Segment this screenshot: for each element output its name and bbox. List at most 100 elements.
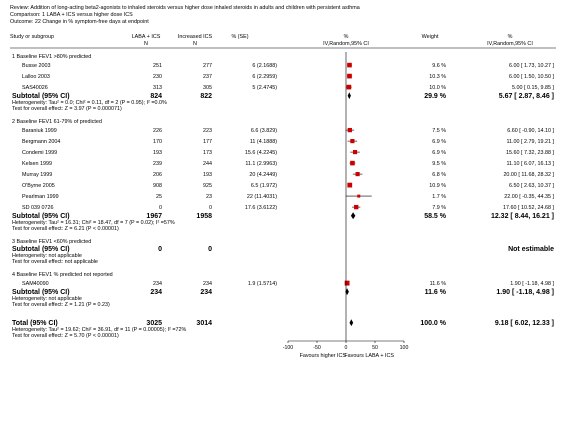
study-marker [347, 127, 352, 133]
study-name: Pearlman 1999 [22, 194, 59, 200]
subgroup-title: 3 Baseline FEV1 <60% predicted [12, 239, 91, 245]
study-ci: 6.00 [ 1.73, 10.27 ] [509, 63, 554, 69]
study-n-exp: 239 [153, 161, 162, 167]
study-weight: 1.7 % [432, 194, 446, 200]
study-weight: 7.9 % [432, 205, 446, 211]
subtotal-n-exp: 824 [150, 93, 162, 100]
comparison-title: Comparison: 1 LABA + ICS versus higher d… [10, 12, 133, 18]
total-n-exp: 3025 [146, 320, 162, 327]
study-weight: 6.9 % [432, 139, 446, 145]
study-marker [355, 172, 360, 177]
effect-column-header: % [344, 34, 349, 40]
subtotal-n-exp: 1967 [146, 213, 162, 220]
study-n-exp: 313 [153, 85, 162, 91]
study-marker [347, 73, 352, 79]
study-n-ctrl: 277 [203, 63, 212, 69]
heterogeneity-text: Heterogeneity: not applicable [12, 296, 82, 302]
study-weight: 10.0 % [429, 85, 446, 91]
study-name: O'Byrne 2005 [22, 183, 55, 189]
study-n-ctrl: 23 [206, 194, 212, 200]
study-weight: 11.6 % [430, 281, 447, 287]
review-title: Review: Addition of long-acting beta2-ag… [10, 5, 360, 11]
control-column-header: Increased ICS [178, 34, 213, 40]
study-marker [344, 280, 350, 286]
study-weight: 6.9 % [432, 150, 446, 156]
study-marker [350, 139, 355, 144]
subgroup-title: 1 Baseline FEV1 >80% predicted [12, 54, 91, 60]
study-n-exp: 230 [153, 74, 162, 80]
subtotal-ci: 12.32 [ 8.44, 16.21 ] [491, 213, 554, 220]
study-ci: 20.00 [ 11.68, 28.32 ] [503, 172, 554, 178]
study-ci: 1.90 [ -1.18, 4.98 ] [510, 281, 554, 287]
study-se: 11 (4.1888) [250, 139, 277, 145]
subtotal-n-ctrl: 234 [200, 289, 212, 296]
subtotal-label: Subtotal (95% CI) [12, 289, 70, 296]
study-ci: 15.60 [ 7.32, 23.88 ] [506, 150, 554, 156]
x-tick-label: 100 [400, 345, 409, 351]
x-tick-label: 0 [345, 345, 348, 351]
study-marker [354, 204, 359, 210]
study-name: Baraniuk 1999 [22, 128, 57, 134]
study-n-exp: 0 [159, 205, 162, 211]
study-weight: 9.6 % [432, 63, 446, 69]
overall-effect-text: Test for overall effect: Z = 3.97 (P = 0… [12, 106, 122, 112]
subtotal-diamond [347, 92, 351, 100]
overall-effect-text: Test for overall effect: Z = 1.21 (P = 0… [12, 302, 110, 308]
subtotal-n-ctrl: 1958 [196, 213, 212, 220]
overall-effect-text: Test for overall effect: Z = 6.21 (P < 0… [12, 226, 119, 232]
heterogeneity-text: Heterogeneity: Tau² = 0.0; Chi² = 0.11, … [12, 100, 167, 106]
study-n-exp: 908 [153, 183, 162, 189]
study-name: SD 039 0726 [22, 205, 53, 211]
total-diamond [349, 319, 354, 327]
study-ci: 22.00 [ -0.35, 44.35 ] [504, 194, 554, 200]
ci-column-header: % [508, 34, 513, 40]
study-weight: 7.5 % [432, 128, 446, 134]
study-n-ctrl: 193 [203, 172, 212, 178]
study-marker [346, 84, 352, 90]
outcome-title: Outcome: 22 Change in % symptom-free day… [10, 19, 149, 25]
subgroup-title: 2 Baseline FEV1 61-79% of predicted [12, 119, 102, 125]
study-n-exp: 226 [153, 128, 162, 134]
study-n-ctrl: 305 [203, 85, 212, 91]
study-name: Bergmann 2004 [22, 139, 60, 145]
study-marker [357, 194, 361, 198]
study-ci: 11.10 [ 6.07, 16.13 ] [506, 161, 554, 167]
effect-method-header: IV,Random,95% CI [323, 41, 369, 47]
study-se: 15.6 (4.2245) [245, 150, 277, 156]
study-se: 6.5 (1.972) [251, 183, 277, 189]
study-se: 20 (4.2449) [249, 172, 277, 178]
study-marker [347, 62, 352, 68]
study-n-ctrl: 234 [203, 281, 212, 287]
study-n-exp: 251 [153, 63, 162, 69]
subtotal-ci: Not estimable [508, 246, 554, 253]
study-weight: 6.8 % [432, 172, 446, 178]
study-ci: 11.00 [ 2.79, 19.21 ] [506, 139, 554, 145]
subtotal-n-exp: 234 [150, 289, 162, 296]
study-n-ctrl: 244 [203, 161, 212, 167]
study-se: 5 (2.4745) [252, 85, 277, 91]
subtotal-weight: 29.9 % [424, 93, 447, 100]
study-name: SAS40026 [22, 85, 48, 91]
study-n-ctrl: 237 [203, 74, 212, 80]
study-name: Busse 2003 [22, 63, 50, 69]
study-weight: 9.5 % [432, 161, 446, 167]
study-name: Kelsen 1999 [22, 161, 52, 167]
total-heterogeneity-text: Heterogeneity: Tau² = 19.62; Chi² = 36.9… [12, 327, 186, 333]
subgroup-title: 4 Baseline FEV1 % predicted not reported [12, 272, 113, 278]
subtotal-ci: 5.67 [ 2.87, 8.46 ] [499, 93, 554, 100]
subtotal-n-exp: 0 [158, 246, 162, 253]
experimental-n-header: N [144, 41, 148, 47]
study-n-exp: 206 [153, 172, 162, 178]
study-n-ctrl: 925 [203, 183, 212, 189]
study-ci: 6.50 [ 2.63, 10.37 ] [509, 183, 554, 189]
study-se: 11.1 (2.9963) [245, 161, 277, 167]
study-column-header: Study or subgroup [10, 34, 54, 40]
study-n-ctrl: 223 [203, 128, 212, 134]
study-ci: 5.00 [ 0.15, 9.85 ] [512, 85, 554, 91]
study-n-ctrl: 0 [209, 205, 212, 211]
total-ci: 9.18 [ 6.02, 12.33 ] [495, 320, 554, 327]
study-marker [352, 150, 358, 155]
total-weight: 100.0 % [420, 320, 446, 327]
subtotal-weight: 58.5 % [424, 213, 447, 220]
